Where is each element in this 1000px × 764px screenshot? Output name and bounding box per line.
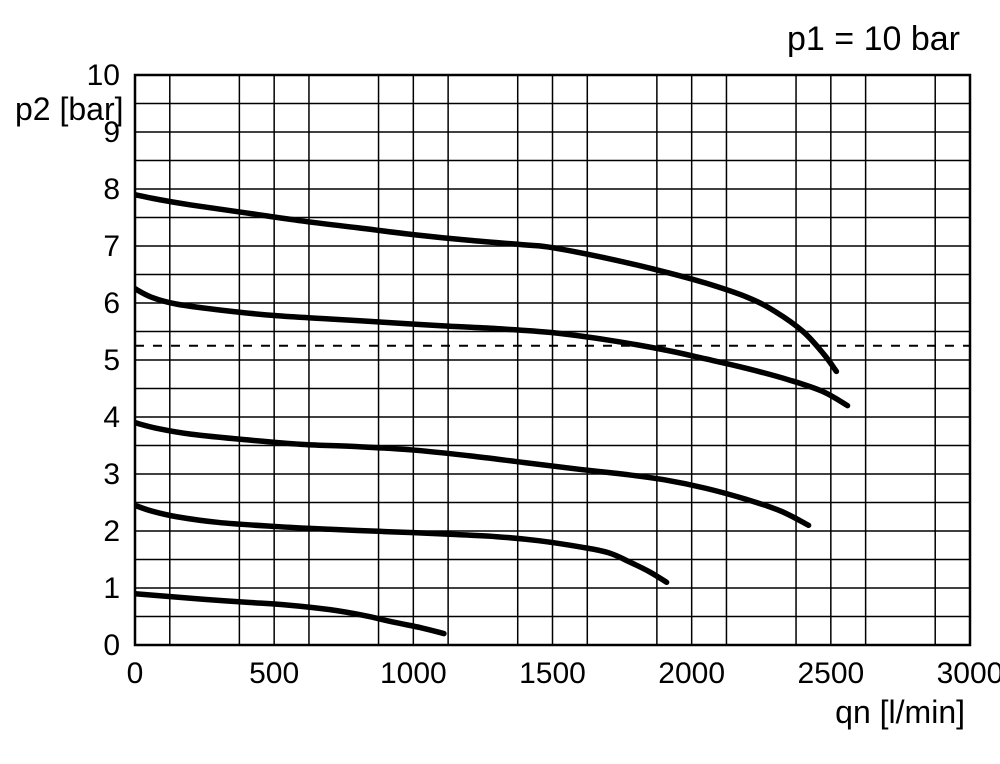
grid (135, 75, 970, 645)
yaxis-label: p2 [bar] (15, 91, 124, 127)
xtick-label: 0 (127, 657, 144, 690)
xaxis-label: qn [l/min] (835, 694, 965, 730)
chart-container: 012345678910050010001500200025003000p2 [… (0, 0, 1000, 764)
xtick-label: 500 (249, 657, 299, 690)
ytick-label: 7 (103, 230, 120, 263)
ytick-label: 8 (103, 173, 120, 206)
xtick-label: 1000 (380, 657, 447, 690)
ytick-label: 1 (103, 572, 120, 605)
xtick-label: 3000 (937, 657, 1000, 690)
ytick-label: 5 (103, 344, 120, 377)
ytick-label: 6 (103, 287, 120, 320)
ytick-label: 3 (103, 458, 120, 491)
chart-bg (0, 0, 1000, 764)
xtick-label: 2000 (658, 657, 725, 690)
ytick-label: 2 (103, 515, 120, 548)
ytick-label: 10 (87, 59, 120, 92)
flow-pressure-chart: 012345678910050010001500200025003000p2 [… (0, 0, 1000, 764)
ytick-label: 0 (103, 629, 120, 662)
xtick-label: 1500 (519, 657, 586, 690)
ytick-label: 4 (103, 401, 120, 434)
chart-title: p1 = 10 bar (787, 20, 960, 58)
xtick-label: 2500 (797, 657, 864, 690)
